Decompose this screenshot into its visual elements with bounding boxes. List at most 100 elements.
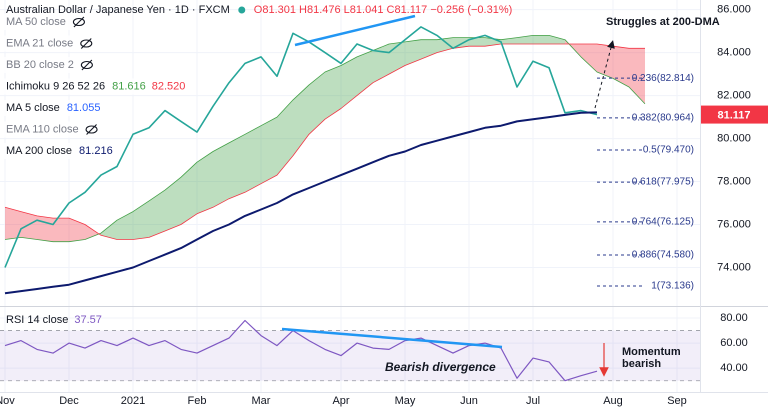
price-tag <box>701 105 768 124</box>
cloud-segment <box>549 35 565 45</box>
cloud-span-b <box>4 43 645 240</box>
y-tick-label: 86.000 <box>717 4 751 16</box>
legend-value: 81.055 <box>67 102 101 114</box>
legend-bg <box>2 14 89 30</box>
fib-label: 0.382(80.964) <box>632 113 694 124</box>
ma-line <box>4 111 598 295</box>
legend-bg <box>2 57 97 73</box>
x-tick-label: Apr <box>332 395 349 407</box>
x-tick-label: May <box>395 395 416 407</box>
fib-label: 0.886(74.580) <box>632 250 694 261</box>
cloud-segment <box>357 50 373 96</box>
cloud-segment <box>181 162 197 225</box>
rsi-value: 37.57 <box>74 314 102 326</box>
x-tick-label: Dec <box>59 395 79 407</box>
rsi-annotation: Momentum <box>622 346 681 358</box>
legend-eye-slash <box>81 59 93 71</box>
legend-name: Ichimoku 9 26 52 26 <box>6 80 105 92</box>
cloud-segment <box>597 44 613 79</box>
y-tick-label: 80.000 <box>717 132 751 144</box>
cloud-segment <box>309 71 325 135</box>
rsi-title: RSI 14 close <box>6 314 68 326</box>
price-trendline <box>294 14 416 47</box>
x-tick-label: Sep <box>667 395 687 407</box>
cloud-segment <box>197 151 213 214</box>
legend-name: BB 20 close 2 <box>6 59 74 71</box>
legend-name: EMA 110 close <box>6 123 79 135</box>
cloud-segment <box>261 117 277 184</box>
x-tick-label: Aug <box>603 395 623 407</box>
price-panel <box>4 26 646 295</box>
y-tick-label: 80.00 <box>720 312 748 324</box>
grid <box>0 0 700 392</box>
cloud-segment <box>629 48 645 104</box>
y-tick-label: 40.00 <box>720 362 748 374</box>
legend-value: 81.216 <box>79 145 113 157</box>
y-tick-label: 84.000 <box>717 47 751 59</box>
cloud-segment <box>213 142 229 208</box>
cloud-segment <box>229 134 245 199</box>
cloud-segment <box>245 125 261 193</box>
legend-eye-icon <box>80 39 93 48</box>
cloud-span-a <box>4 35 646 243</box>
cloud-segment <box>149 190 165 238</box>
ohlc: O81.301 H81.476 L81.041 C81.117 −0.256 (… <box>254 4 513 16</box>
y-tick-label: 74.000 <box>717 261 751 273</box>
cloud-segment <box>517 35 533 45</box>
cloud-segment <box>37 215 53 242</box>
annotation: Struggles at 200-DMA <box>606 16 720 28</box>
cloud-segment <box>85 224 101 240</box>
cloud-segment <box>133 200 149 240</box>
legend-bg <box>2 121 102 138</box>
fib-label: 0.764(76.125) <box>632 216 694 227</box>
fib-label: 0.5(79.470) <box>643 145 694 156</box>
cloud-segment <box>325 65 341 120</box>
fib-label: 1(73.136) <box>651 281 694 292</box>
cloud-segment <box>405 39 421 66</box>
rsi-trendline <box>281 327 503 349</box>
cloud-segment <box>469 37 485 47</box>
cloud-segment <box>437 37 453 53</box>
legend-bg <box>2 100 107 116</box>
legend-eye-icon <box>85 125 98 134</box>
x-tick-label: 2021 <box>121 395 145 407</box>
legend-eye-icon <box>72 17 85 27</box>
rsi-panel <box>0 319 700 382</box>
legend-eye-slash <box>73 16 85 28</box>
y-tick-label: 82.000 <box>717 90 751 102</box>
legend-name: MA 5 close <box>6 102 60 114</box>
legend-value: 81.616 <box>112 80 146 92</box>
cloud-segment <box>5 207 21 240</box>
y-tick-label: 60.00 <box>720 337 748 349</box>
legend-name: EMA 21 close <box>6 37 73 49</box>
legend-eye-slash <box>80 38 92 49</box>
chart-title: Australian Dollar / Japanese Yen · 1D · … <box>6 4 230 16</box>
cloud-segment <box>165 177 181 231</box>
legend-value: 82.520 <box>152 80 186 92</box>
overlay: 74.000 76.000 78.000 80.000 82.000 84.000 86.0… <box>0 4 768 407</box>
price-line <box>4 26 598 268</box>
legend-bg <box>2 78 192 95</box>
y-tick-label: 78.000 <box>717 175 751 187</box>
x-tick-label: Mar <box>252 395 271 407</box>
cloud-segment <box>293 84 309 156</box>
x-tick-label: Nov <box>0 395 15 407</box>
cloud-segment <box>373 44 389 83</box>
rsi-annotation: Bearish divergence <box>385 360 496 374</box>
cloud-segment <box>53 218 69 242</box>
legend-eye-icon <box>80 60 93 70</box>
legend-bg <box>2 143 119 159</box>
cloud-segment <box>533 35 549 45</box>
rsi-annotation: bearish <box>622 358 661 370</box>
legend-name: MA 200 close <box>6 145 72 157</box>
cloud-segment <box>613 46 629 88</box>
fib-label: 0.618(77.975) <box>632 177 694 188</box>
y-tick-label: 76.000 <box>717 218 751 230</box>
legend-name: MA 50 close <box>6 16 66 28</box>
fib-label: 0.236(82.814) <box>632 73 694 84</box>
cloud-segment <box>69 218 85 242</box>
rsi-band <box>0 330 700 381</box>
legend-eye-slash <box>86 124 97 135</box>
